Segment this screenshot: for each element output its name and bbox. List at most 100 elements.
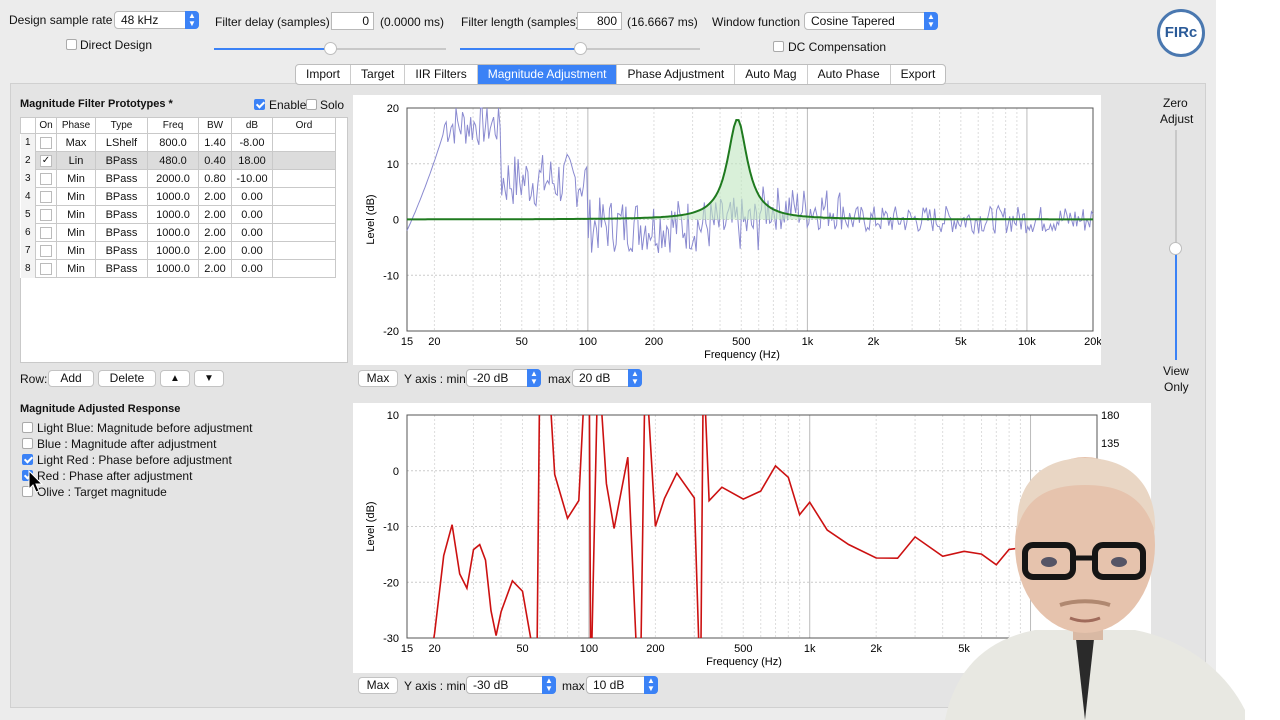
phase-cell[interactable]: Min — [56, 223, 96, 242]
freq-cell[interactable]: 1000.0 — [147, 259, 199, 278]
type-cell[interactable]: BPass — [95, 241, 148, 260]
freq-cell[interactable]: 1000.0 — [147, 241, 199, 260]
on-checkbox[interactable] — [40, 190, 52, 203]
top-ymax-select[interactable]: 20 dB ▲ ▼ — [572, 369, 642, 387]
type-cell[interactable]: BPass — [95, 187, 148, 206]
response-checkbox-2[interactable] — [22, 438, 33, 449]
on-checkbox-cell[interactable] — [35, 133, 57, 152]
bw-cell[interactable]: 0.80 — [198, 169, 232, 188]
on-checkbox[interactable] — [40, 244, 52, 257]
type-cell[interactable]: BPass — [95, 205, 148, 224]
phase-cell[interactable]: Min — [56, 169, 96, 188]
tab-export[interactable]: Export — [900, 67, 936, 81]
tab-iir-filters[interactable]: IIR Filters — [405, 65, 478, 84]
ord-cell[interactable] — [272, 187, 336, 206]
filter-delay-input[interactable]: 0 — [331, 12, 374, 30]
phase-cell[interactable]: Max — [56, 133, 96, 152]
solo-checkbox[interactable] — [306, 99, 317, 110]
ord-cell[interactable] — [272, 241, 336, 260]
phase-cell[interactable]: Min — [56, 241, 96, 260]
db-cell[interactable]: 0.00 — [231, 187, 273, 206]
top-max-button[interactable]: Max — [358, 370, 398, 387]
add-row-button[interactable]: Add — [48, 370, 94, 387]
bw-cell[interactable]: 2.00 — [198, 259, 232, 278]
freq-cell[interactable]: 1000.0 — [147, 187, 199, 206]
bw-cell[interactable]: 2.00 — [198, 241, 232, 260]
move-down-button[interactable]: ▼ — [194, 370, 224, 387]
type-cell[interactable]: BPass — [95, 223, 148, 242]
tab-auto-mag[interactable]: Auto Mag — [735, 65, 808, 84]
top-ymin-select[interactable]: -20 dB ▲ ▼ — [466, 369, 541, 387]
on-checkbox[interactable] — [40, 172, 52, 185]
table-row[interactable]: 8 Min BPass 1000.0 2.00 0.00 — [20, 259, 336, 278]
on-checkbox[interactable] — [40, 226, 52, 239]
type-cell[interactable]: BPass — [95, 151, 148, 170]
db-cell[interactable]: -10.00 — [231, 169, 273, 188]
window-function-select[interactable]: Cosine Tapered ▲ ▼ — [804, 12, 938, 30]
bw-cell[interactable]: 1.40 — [198, 133, 232, 152]
bw-cell[interactable]: 2.00 — [198, 187, 232, 206]
table-row[interactable]: 4 Min BPass 1000.0 2.00 0.00 — [20, 187, 336, 206]
bw-cell[interactable]: 2.00 — [198, 205, 232, 224]
on-checkbox-cell[interactable] — [35, 205, 57, 224]
bw-cell[interactable]: 0.40 — [198, 151, 232, 170]
tab-magnitude-adjustment[interactable]: Magnitude Adjustment — [477, 65, 618, 84]
response-checkbox-3[interactable] — [22, 454, 33, 465]
bottom-max-button[interactable]: Max — [358, 677, 398, 694]
ord-cell[interactable] — [272, 151, 336, 170]
direct-design-checkbox[interactable] — [66, 39, 77, 50]
view-adjust-slider-knob[interactable] — [1169, 242, 1182, 255]
tab-target[interactable]: Target — [351, 65, 406, 84]
table-row[interactable]: 2 ✓ Lin BPass 480.0 0.40 18.00 — [20, 151, 336, 170]
on-checkbox-cell[interactable] — [35, 187, 57, 206]
response-checkbox-1[interactable] — [22, 422, 33, 433]
db-cell[interactable]: 18.00 — [231, 151, 273, 170]
phase-cell[interactable]: Min — [56, 205, 96, 224]
on-checkbox-cell[interactable] — [35, 169, 57, 188]
filter-length-input[interactable]: 800 — [577, 12, 622, 30]
on-checkbox-cell[interactable] — [35, 223, 57, 242]
on-checkbox[interactable] — [40, 262, 52, 275]
freq-cell[interactable]: 2000.0 — [147, 169, 199, 188]
db-cell[interactable]: 0.00 — [231, 259, 273, 278]
enable-checkbox[interactable] — [254, 99, 265, 110]
filter-delay-slider[interactable] — [214, 42, 446, 55]
type-cell[interactable]: LShelf — [95, 133, 148, 152]
table-row[interactable]: 6 Min BPass 1000.0 2.00 0.00 — [20, 223, 336, 242]
type-cell[interactable]: BPass — [95, 259, 148, 278]
table-row[interactable]: 1 Max LShelf 800.0 1.40 -8.00 — [20, 133, 336, 152]
db-cell[interactable]: 0.00 — [231, 241, 273, 260]
phase-cell[interactable]: Min — [56, 259, 96, 278]
tab-import[interactable]: Import — [296, 65, 352, 84]
design-sample-rate-select[interactable]: 48 kHz ▲ ▼ — [114, 11, 199, 29]
phase-cell[interactable]: Min — [56, 187, 96, 206]
view-adjust-slider[interactable] — [1169, 130, 1182, 360]
type-cell[interactable]: BPass — [95, 169, 148, 188]
tab-auto-phase[interactable]: Auto Phase — [808, 65, 891, 84]
on-checkbox[interactable] — [40, 136, 52, 149]
table-row[interactable]: 5 Min BPass 1000.0 2.00 0.00 — [20, 205, 336, 224]
on-checkbox-cell[interactable] — [35, 241, 57, 260]
freq-cell[interactable]: 1000.0 — [147, 205, 199, 224]
ord-cell[interactable] — [272, 205, 336, 224]
bottom-ymax-select[interactable]: 10 dB ▲ ▼ — [586, 676, 658, 694]
phase-cell[interactable]: Lin — [56, 151, 96, 170]
bottom-ymin-select[interactable]: -30 dB ▲ ▼ — [466, 676, 556, 694]
table-row[interactable]: 3 Min BPass 2000.0 0.80 -10.00 — [20, 169, 336, 188]
filter-length-slider[interactable] — [460, 42, 700, 55]
bw-cell[interactable]: 2.00 — [198, 223, 232, 242]
on-checkbox[interactable] — [40, 208, 52, 221]
tab-phase-adjustment[interactable]: Phase Adjustment — [617, 65, 736, 84]
response-checkbox-5[interactable] — [22, 486, 33, 497]
db-cell[interactable]: 0.00 — [231, 205, 273, 224]
freq-cell[interactable]: 800.0 — [147, 133, 199, 152]
on-checkbox-cell[interactable] — [35, 259, 57, 278]
db-cell[interactable]: -8.00 — [231, 133, 273, 152]
freq-cell[interactable]: 1000.0 — [147, 223, 199, 242]
filter-delay-slider-knob[interactable] — [324, 42, 337, 55]
table-row[interactable]: 7 Min BPass 1000.0 2.00 0.00 — [20, 241, 336, 260]
move-up-button[interactable]: ▲ — [160, 370, 190, 387]
db-cell[interactable]: 0.00 — [231, 223, 273, 242]
freq-cell[interactable]: 480.0 — [147, 151, 199, 170]
dc-compensation-checkbox[interactable] — [773, 41, 784, 52]
